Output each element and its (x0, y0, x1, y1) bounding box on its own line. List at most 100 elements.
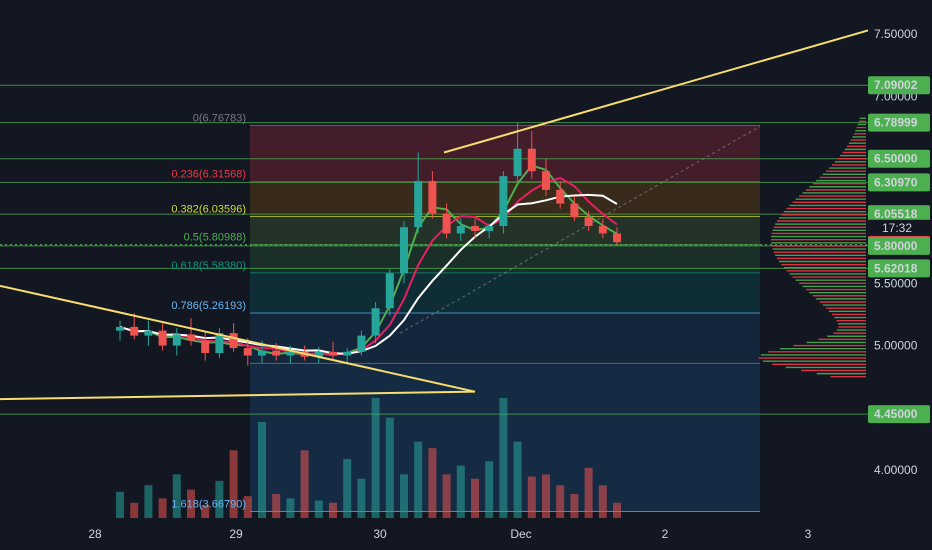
price-badge-label: 7.09002 (874, 78, 918, 92)
fib-label: 1.618(3.66790) (171, 499, 246, 511)
volume-profile (758, 117, 866, 378)
price-badge (868, 76, 930, 95)
volume-bar (116, 491, 124, 518)
volume-bar (201, 504, 210, 518)
price-badge-label: 6.30970 (874, 175, 918, 189)
price-badge-label: 5.62018 (874, 261, 918, 275)
time-tick-label: Dec (510, 527, 531, 541)
candlesticks (116, 122, 621, 366)
candle-body (613, 233, 621, 243)
candle-body (158, 330, 167, 346)
candle-body (172, 334, 181, 346)
volume-bar (229, 450, 238, 518)
candle-body (243, 348, 252, 356)
price-badge-label: 6.50000 (874, 152, 918, 166)
time-tick-label: 29 (229, 527, 243, 541)
price-badge (868, 205, 930, 224)
time-tick-label: 28 (88, 527, 102, 541)
candle-body (499, 176, 508, 226)
volume-bar (158, 498, 167, 518)
price-tick-label: 5.50000 (874, 276, 918, 290)
candle-body (598, 225, 607, 234)
volume-bar (485, 461, 494, 518)
price-badge (868, 173, 930, 192)
volume-bar (215, 480, 224, 518)
volume-bar (400, 474, 408, 518)
candle-body (116, 326, 124, 331)
trend-lines[interactable] (0, 29, 869, 401)
volume-bar (527, 476, 536, 518)
fib-label: 0.618(5.58380) (171, 260, 246, 272)
candle-body (513, 148, 522, 177)
candle-body (272, 350, 281, 356)
moving-average-line (119, 193, 618, 355)
price-badge-label: 4.45000 (874, 407, 918, 421)
trend-line (0, 284, 476, 393)
volume-bar (513, 441, 522, 518)
time-axis-background (0, 520, 932, 550)
candle-body (187, 334, 195, 341)
volume-bar (144, 485, 153, 518)
fib-label: 0.786(5.26193) (171, 300, 246, 312)
candle-body (201, 340, 210, 354)
candle-body (414, 181, 423, 228)
time-tick-label: 3 (805, 527, 812, 541)
volume-bar (243, 496, 252, 518)
price-axis[interactable]: 7.500007.000006.500006.000005.500005.000… (868, 0, 932, 520)
volume-bar (187, 489, 195, 518)
price-badge (868, 113, 930, 132)
trend-line (0, 390, 476, 401)
candle-body (542, 171, 550, 190)
candle-body (527, 148, 536, 172)
fib-label: 0(6.76783) (193, 112, 246, 124)
fib-label: 0.382(6.03596) (171, 204, 246, 216)
volume-bar (272, 494, 281, 518)
price-badge (868, 259, 930, 278)
candle-body (357, 335, 366, 352)
volume-bar (343, 459, 352, 518)
price-badge-label: 6.05518 (874, 207, 918, 221)
horizontal-levels[interactable] (0, 84, 868, 415)
candle-body (442, 213, 451, 234)
trend-line (443, 29, 869, 154)
volume-bar (329, 502, 337, 518)
candle-body (229, 333, 238, 349)
candle-body (286, 351, 295, 356)
candle-body (584, 217, 593, 226)
volume-bar (542, 474, 550, 518)
price-tick-label: 4.00000 (874, 463, 918, 477)
candle-body (215, 333, 224, 354)
candle-body (428, 181, 437, 214)
candle-body (456, 225, 465, 234)
candle-body (471, 225, 479, 231)
volume-bar (499, 398, 508, 518)
volume-histogram (116, 398, 621, 518)
candle-body (570, 203, 579, 218)
price-tick-label: 5.00000 (874, 339, 918, 353)
time-axis[interactable]: 28 29 30 Dec 2 3 (0, 520, 932, 550)
candle-body (385, 273, 394, 309)
candle-body (130, 326, 139, 336)
volume-bar (286, 498, 295, 518)
volume-bar (613, 502, 621, 518)
price-badge (868, 236, 930, 255)
fib-label: 0.236(6.31568) (171, 169, 246, 181)
fib-zone (250, 312, 760, 364)
volume-bar (584, 467, 593, 518)
volume-bar (314, 500, 323, 518)
volume-bar (442, 474, 451, 518)
volume-bar (172, 474, 181, 518)
price-badge (868, 405, 930, 424)
moving-average-line (119, 176, 618, 356)
volume-bar (471, 478, 479, 518)
volume-bar (556, 485, 565, 518)
fib-zone (250, 272, 760, 313)
volume-bar (598, 485, 607, 518)
volume-bar (570, 494, 579, 518)
price-badge (868, 149, 930, 168)
volume-bar (414, 441, 423, 518)
countdown-label: 17:32 (882, 221, 912, 235)
price-tick-label: 7.50000 (874, 27, 918, 41)
